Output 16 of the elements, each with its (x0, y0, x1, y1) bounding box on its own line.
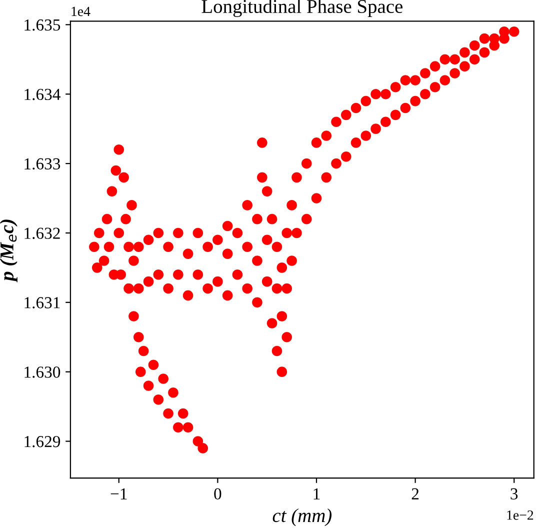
x-tick-label: 1 (314, 488, 320, 500)
y-tick-label: 1.631 (24, 297, 60, 308)
text: 1e4 (72, 6, 90, 16)
y-tick-label: 1.630 (24, 366, 60, 378)
y-tick-label: 1.635 (24, 19, 60, 31)
y-tick-label: 1.632 (24, 228, 60, 239)
y-tick-label: 1.633 (24, 158, 60, 170)
y-tick-label: 1.634 (24, 88, 60, 100)
x-tick-label: 2 (412, 488, 419, 500)
x-tick-label: 3 (510, 488, 518, 500)
text: 1e−2 (507, 510, 534, 520)
x-tick-label: 0 (214, 488, 222, 500)
y-axis-title: p (M$_{e}$c) (0, 220, 18, 282)
y-tick-label: 1.629 (24, 436, 60, 448)
x-axis-title: ct (mm) (272, 508, 332, 526)
x-tick-label: −1 (110, 488, 127, 500)
